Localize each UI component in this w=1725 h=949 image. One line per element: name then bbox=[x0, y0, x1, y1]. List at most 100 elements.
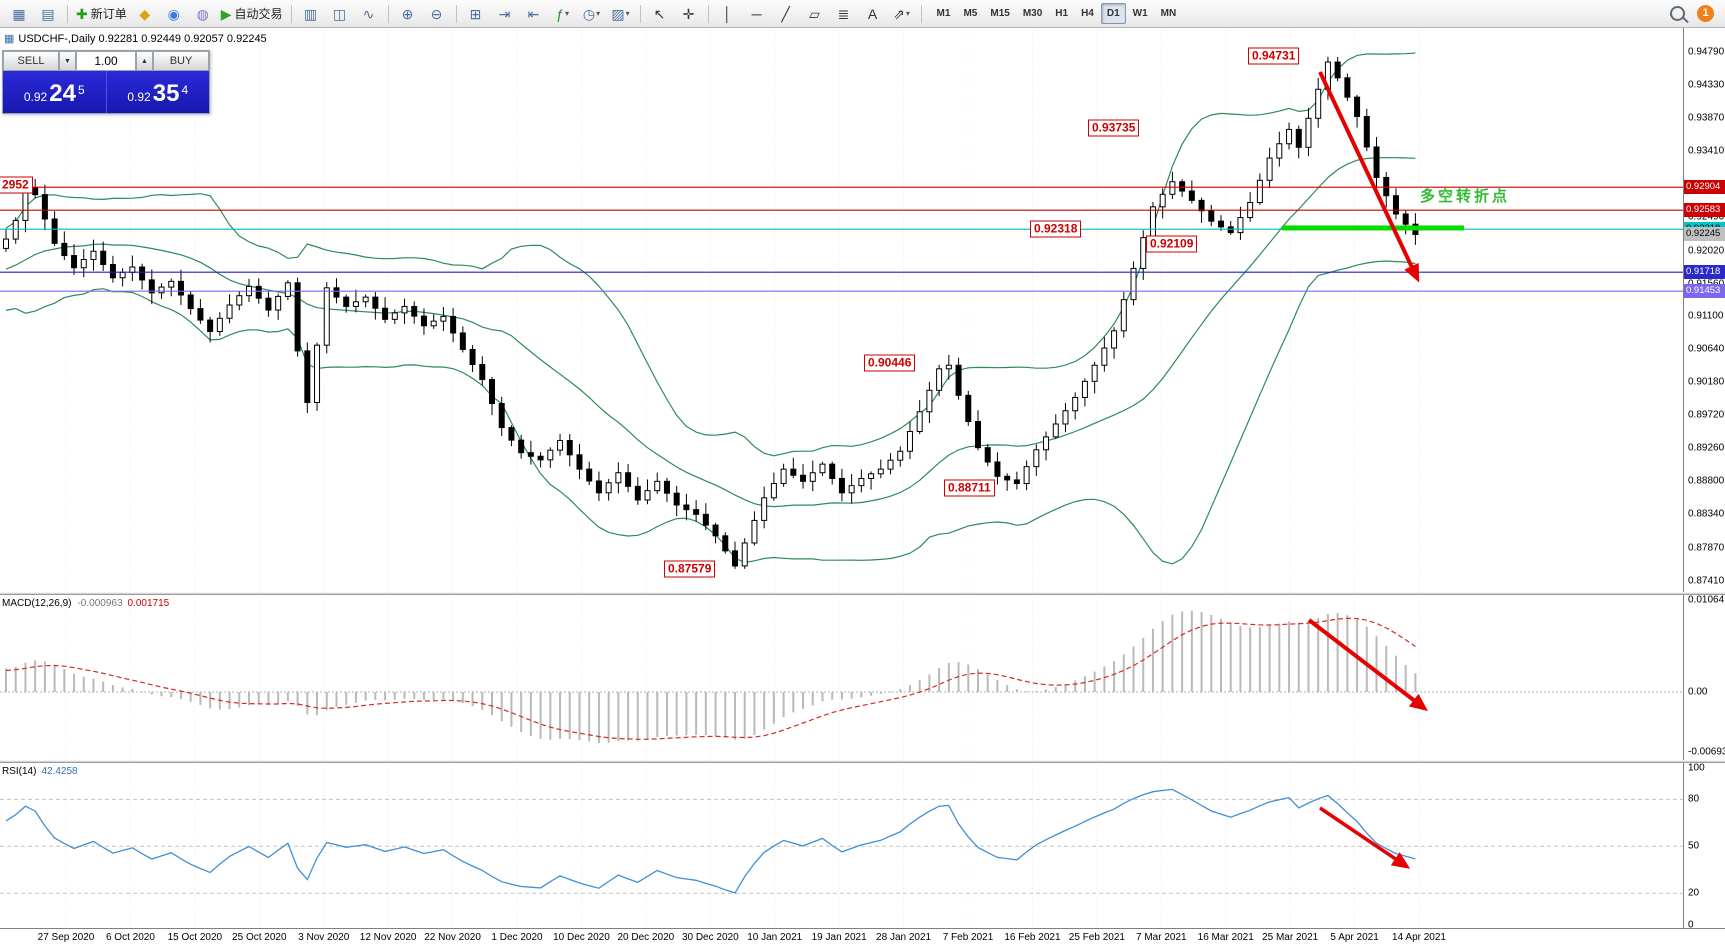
cursor-icon[interactable]: ↖ bbox=[646, 2, 674, 26]
tile-windows-icon[interactable]: ⊞ bbox=[462, 2, 490, 26]
market-watch-icon: ◉ bbox=[167, 5, 180, 22]
timeframe-d1[interactable]: D1 bbox=[1100, 3, 1126, 24]
timeframe-m30[interactable]: M30 bbox=[1022, 8, 1043, 19]
horizontal-line-icon: ─ bbox=[751, 5, 762, 22]
auto-scroll-icon[interactable]: ⇥ bbox=[491, 2, 519, 26]
support-zone-line[interactable] bbox=[1282, 225, 1464, 231]
timeframe-h1[interactable]: H1 bbox=[1055, 8, 1069, 19]
trendline-icon: ╱ bbox=[781, 5, 790, 22]
one-click-trading-panel: SELL ▼ 1.00 ▲ BUY 0.92 24 5 0.92 35 4 bbox=[2, 50, 210, 114]
zoom-out-icon[interactable]: ⊖ bbox=[423, 2, 451, 26]
channel-icon[interactable]: ▱ bbox=[801, 2, 829, 26]
zoom-out-icon: ⊖ bbox=[430, 5, 443, 22]
line-chart-icon: ∿ bbox=[362, 5, 375, 22]
timeframe-group: M1 M5 M15 M30 H1 H4 D1 W1 MN bbox=[931, 3, 1183, 24]
toolbar: ▦ ▤ ✚ 新订单 ◆ ◉ ◍ ▶ 自动交易 ▥ ◫ ∿ ⊕ ⊖ ⊞ ⇥ ⇤ ƒ ▾ ◷ ▾ ▨ ▾ ↖ ✛ │ ─ ╱ ▱ ≣ A ⇗ ▾ M1… bbox=[0, 0, 1725, 28]
buy-price-point: 4 bbox=[181, 83, 189, 97]
trend-arrow[interactable] bbox=[1319, 806, 1411, 869]
toolbar-separator bbox=[455, 4, 457, 23]
horizontal-line-icon[interactable]: ─ bbox=[743, 2, 771, 26]
volume-increase-button[interactable]: ▲ bbox=[136, 51, 153, 71]
toolbar-separator bbox=[290, 4, 292, 23]
periods-icon: ◷ bbox=[582, 5, 596, 22]
sell-price-point: 5 bbox=[77, 83, 85, 97]
new-order-button[interactable]: ✚ 新订单 bbox=[73, 2, 130, 26]
autotrading-button-label: 自动交易 bbox=[234, 7, 283, 21]
new-order-button-label: 新订单 bbox=[90, 7, 127, 21]
toolbar-separator bbox=[639, 4, 641, 23]
new-chart-icon[interactable]: ▦ bbox=[5, 2, 33, 26]
auto-scroll-icon: ⇥ bbox=[498, 5, 511, 22]
profiles-icon: ▤ bbox=[41, 5, 55, 22]
bollinger-upper-band bbox=[5, 52, 1416, 457]
buy-price-pips: 35 bbox=[152, 80, 180, 107]
chart-shift-icon[interactable]: ⇤ bbox=[520, 2, 548, 26]
macd-panel-splitter[interactable] bbox=[0, 592, 1725, 595]
tile-windows-icon: ⊞ bbox=[469, 5, 482, 22]
periods-icon[interactable]: ◷ ▾ bbox=[578, 2, 606, 26]
notifications-badge[interactable]: 1 bbox=[1697, 5, 1714, 22]
market-watch-icon[interactable]: ◉ bbox=[160, 2, 188, 26]
terminal-icon: ◍ bbox=[196, 5, 209, 22]
chart-window-icon: ▦ bbox=[4, 33, 15, 45]
rsi-line bbox=[5, 788, 1416, 894]
text-icon: A bbox=[867, 5, 878, 22]
trend-arrow[interactable] bbox=[1318, 71, 1420, 283]
fibonacci-icon[interactable]: ≣ bbox=[830, 2, 858, 26]
bar-chart-icon[interactable]: ▥ bbox=[297, 2, 325, 26]
channel-icon: ▱ bbox=[809, 5, 820, 22]
arrows-icon[interactable]: ⇗ ▾ bbox=[888, 2, 916, 26]
toolbar-separator bbox=[67, 4, 68, 23]
zoom-in-icon[interactable]: ⊕ bbox=[394, 2, 422, 26]
line-chart-icon[interactable]: ∿ bbox=[355, 2, 383, 26]
candlestick-chart-icon[interactable]: ◫ bbox=[326, 2, 354, 26]
new-chart-icon: ▦ bbox=[12, 5, 26, 22]
timeframe-m5[interactable]: M5 bbox=[963, 8, 978, 19]
volume-decrease-button[interactable]: ▼ bbox=[59, 51, 76, 71]
toolbar-separator bbox=[387, 4, 389, 23]
sell-price-panel[interactable]: 0.92 24 5 bbox=[3, 71, 107, 113]
sell-price-major: 0.92 bbox=[23, 90, 48, 104]
trend-arrow[interactable] bbox=[1307, 618, 1428, 712]
timeframe-m1[interactable]: M1 bbox=[936, 8, 951, 19]
metaeditor-icon: ◆ bbox=[139, 5, 151, 22]
profiles-icon[interactable]: ▤ bbox=[34, 2, 62, 26]
autotrading-icon: ▶ bbox=[220, 5, 232, 22]
buy-price-major: 0.92 bbox=[127, 90, 151, 104]
rsi-label: RSI(14) 42.4258 bbox=[2, 766, 78, 777]
terminal-icon[interactable]: ◍ bbox=[189, 2, 217, 26]
bollinger-middle-band bbox=[5, 156, 1416, 508]
chart-title: ▦ USDCHF-,Daily 0.92281 0.92449 0.92057 … bbox=[4, 32, 267, 46]
toolbar-separator bbox=[920, 4, 922, 23]
candlestick-chart-icon: ◫ bbox=[332, 5, 347, 22]
volume-input[interactable]: 1.00 bbox=[76, 51, 136, 71]
chevron-down-icon: ▾ bbox=[905, 9, 910, 18]
zoom-in-icon: ⊕ bbox=[401, 5, 414, 22]
toolbar-separator bbox=[707, 4, 709, 23]
search-icon[interactable] bbox=[1670, 6, 1685, 21]
chevron-down-icon: ▾ bbox=[625, 9, 630, 18]
turning-point-annotation[interactable]: 多空转折点 bbox=[1420, 188, 1511, 205]
timeframe-h4[interactable]: H4 bbox=[1081, 8, 1094, 19]
macd-label: MACD(12,26,9) -0.000963 0.001715 bbox=[2, 598, 170, 609]
trendline-icon[interactable]: ╱ bbox=[772, 2, 800, 26]
metaeditor-icon[interactable]: ◆ bbox=[131, 2, 159, 26]
text-icon[interactable]: A bbox=[859, 2, 887, 26]
buy-button[interactable]: BUY bbox=[153, 51, 209, 71]
bollinger-lower-band bbox=[5, 260, 1416, 565]
rsi-panel-splitter[interactable] bbox=[0, 760, 1725, 763]
autotrading-button[interactable]: ▶ 自动交易 bbox=[218, 2, 286, 26]
timeframe-m15[interactable]: M15 bbox=[990, 8, 1010, 19]
cursor-icon: ↖ bbox=[653, 5, 666, 22]
templates-icon[interactable]: ▨ ▾ bbox=[607, 2, 635, 26]
timeframe-w1[interactable]: W1 bbox=[1132, 8, 1148, 19]
vertical-line-icon[interactable]: │ bbox=[714, 2, 742, 26]
chevron-down-icon: ▾ bbox=[564, 9, 569, 18]
sell-button[interactable]: SELL bbox=[3, 51, 59, 71]
buy-price-panel[interactable]: 0.92 35 4 bbox=[107, 71, 210, 113]
timeframe-mn[interactable]: MN bbox=[1160, 8, 1177, 19]
crosshair-icon[interactable]: ✛ bbox=[675, 2, 703, 26]
macd-signal-line bbox=[5, 617, 1416, 740]
indicators-icon[interactable]: ƒ ▾ bbox=[549, 2, 577, 26]
